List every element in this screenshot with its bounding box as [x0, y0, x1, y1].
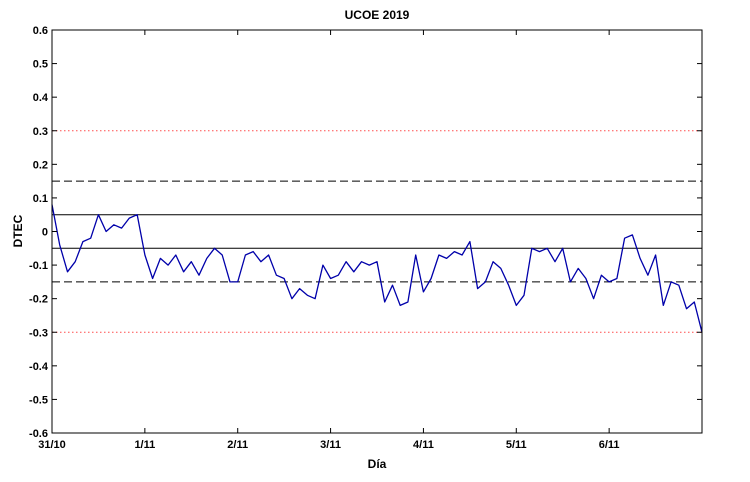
y-tick-label: 0.1	[33, 193, 48, 205]
x-tick-label: 6/11	[599, 439, 620, 451]
x-tick-label: 5/11	[506, 439, 527, 451]
y-tick-label: 0.5	[33, 59, 48, 71]
chart-title: UCOE 2019	[345, 8, 410, 22]
data-series	[51, 204, 703, 333]
series-line	[51, 204, 703, 333]
x-tick-label: 3/11	[320, 439, 341, 451]
x-tick-label: 1/11	[134, 439, 155, 451]
y-tick-label: 0	[42, 227, 48, 239]
y-tick-label: -0.4	[29, 361, 49, 373]
x-tick-label: 4/11	[413, 439, 434, 451]
y-tick-label: -0.3	[29, 327, 48, 339]
reference-lines	[52, 130, 702, 333]
y-tick-label: -0.2	[29, 294, 48, 306]
x-tick-label: 2/11	[227, 439, 248, 451]
y-axis: -0.6 -0.5 -0.4 -0.3 -0.2 -0.1 0 0.1 0.2 0.3 0.4 0.5…	[29, 25, 702, 440]
plot-area	[52, 30, 702, 433]
y-tick-label: 0.4	[33, 92, 49, 104]
x-axis-label: Día	[368, 457, 387, 471]
x-axis: 31/10 1/11 2/11 3/11 4/11 5/11 6/11	[38, 30, 620, 451]
y-tick-label: 0.3	[33, 126, 48, 138]
y-tick-label: 0.6	[33, 25, 48, 37]
y-axis-label: DTEC	[11, 214, 25, 247]
y-tick-label: -0.5	[29, 394, 48, 406]
y-tick-label: -0.1	[29, 260, 48, 272]
x-tick-label: 31/10	[38, 439, 66, 451]
y-tick-label: 0.2	[33, 159, 48, 171]
y-tick-label: -0.6	[29, 428, 48, 440]
